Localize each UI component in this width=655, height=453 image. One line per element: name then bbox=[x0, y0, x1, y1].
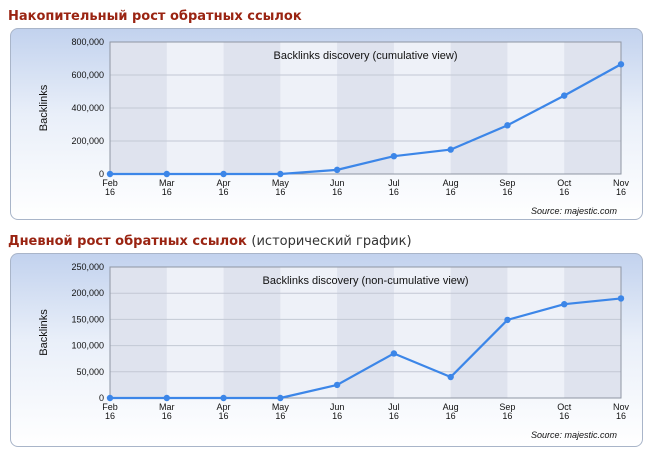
plot-band bbox=[337, 267, 394, 398]
x-tick-label: Jul bbox=[388, 402, 400, 412]
heading-cumulative-text: Накопительный рост обратных ссылок bbox=[8, 9, 302, 24]
plot-border bbox=[109, 41, 622, 175]
x-tick-label: 16 bbox=[559, 187, 569, 197]
x-tick-label: Feb bbox=[102, 402, 118, 412]
data-point bbox=[163, 170, 170, 178]
x-tick-label: Jul bbox=[388, 178, 400, 188]
x-tick-label: 16 bbox=[219, 187, 229, 197]
x-tick-label: 16 bbox=[502, 187, 512, 197]
x-tick-label: Oct bbox=[557, 178, 572, 188]
chart-panel-daily: 0 50,000 100,000 150,000 200,000 250,000 Backl… bbox=[10, 253, 643, 447]
x-tick-label: May bbox=[272, 402, 290, 412]
series-line bbox=[110, 297, 622, 400]
x-tick-label: 16 bbox=[389, 187, 399, 197]
chart-panel-cumulative: 0 200,000 400,000 600,000 800,000 Backlinks d… bbox=[10, 28, 643, 220]
data-point bbox=[504, 122, 511, 129]
y-tick-label: 250,000 bbox=[71, 262, 104, 272]
data-point bbox=[617, 295, 625, 302]
heading-daily-text: Дневной рост обратных ссылок bbox=[8, 234, 247, 249]
x-tick-label: Aug bbox=[443, 178, 459, 188]
x-tick-label: 16 bbox=[275, 187, 285, 197]
x-tick-label: 16 bbox=[219, 411, 229, 421]
x-tick-label: Oct bbox=[557, 402, 572, 412]
chart-title: Backlinks discovery (non-cumulative view… bbox=[262, 275, 468, 287]
data-point bbox=[390, 152, 398, 160]
data-point bbox=[220, 170, 227, 178]
y-tick-label: 600,000 bbox=[71, 70, 104, 80]
x-tick-label: Apr bbox=[217, 178, 231, 188]
y-tick-label: 200,000 bbox=[71, 288, 104, 298]
y-tick-label: 200,000 bbox=[71, 136, 104, 146]
plot-border bbox=[109, 266, 622, 399]
x-tick-label: May bbox=[272, 178, 290, 188]
data-point bbox=[561, 301, 568, 308]
series-line bbox=[110, 63, 622, 176]
x-tick-label: 16 bbox=[105, 411, 115, 421]
x-tick-label: 16 bbox=[332, 187, 342, 197]
data-point bbox=[106, 170, 114, 178]
plot-band bbox=[564, 267, 621, 398]
x-tick-label: Sep bbox=[499, 402, 515, 412]
data-point bbox=[163, 394, 170, 402]
source-label: Source: majestic.com bbox=[531, 206, 618, 216]
data-point bbox=[333, 381, 341, 389]
x-tick-label: 16 bbox=[616, 187, 626, 197]
x-tick-label: Mar bbox=[159, 402, 175, 412]
x-tick-label: 16 bbox=[559, 411, 569, 421]
data-point bbox=[390, 350, 398, 357]
y-tick-label: 800,000 bbox=[71, 37, 104, 47]
data-point bbox=[106, 394, 114, 402]
heading-daily-sub: (исторический график) bbox=[251, 234, 412, 249]
x-tick-label: Apr bbox=[217, 402, 231, 412]
x-tick-label: Sep bbox=[499, 178, 515, 188]
data-point bbox=[617, 61, 625, 68]
data-point bbox=[447, 146, 454, 153]
plot-band bbox=[450, 267, 508, 398]
y-tick-label: 150,000 bbox=[71, 314, 104, 324]
y-axis-label: Backlinks bbox=[38, 84, 50, 131]
data-point bbox=[561, 92, 568, 99]
x-tick-label: 16 bbox=[446, 187, 456, 197]
x-tick-label: Mar bbox=[159, 178, 175, 188]
y-tick-label: 100,000 bbox=[71, 341, 104, 351]
x-tick-label: Jun bbox=[330, 178, 345, 188]
data-point bbox=[447, 373, 454, 381]
y-tick-label: 400,000 bbox=[71, 103, 104, 113]
plot-band bbox=[223, 267, 281, 398]
plot-band bbox=[110, 267, 167, 398]
x-tick-label: Aug bbox=[443, 402, 459, 412]
source-label: Source: majestic.com bbox=[531, 430, 618, 440]
heading-cumulative: Накопительный рост обратных ссылок bbox=[8, 9, 302, 24]
x-tick-label: 16 bbox=[502, 411, 512, 421]
chart-cumulative: 0 200,000 400,000 600,000 800,000 Backlinks d… bbox=[38, 37, 630, 216]
x-tick-label: 16 bbox=[162, 411, 172, 421]
y-tick-label: 50,000 bbox=[76, 367, 104, 377]
y-axis-label: Backlinks bbox=[38, 309, 50, 356]
x-tick-label: 16 bbox=[105, 187, 115, 197]
x-tick-label: Nov bbox=[613, 178, 630, 188]
x-tick-label: Jun bbox=[330, 402, 345, 412]
x-tick-label: 16 bbox=[332, 411, 342, 421]
chart-daily: 0 50,000 100,000 150,000 200,000 250,000 Backl… bbox=[38, 262, 630, 440]
heading-daily: Дневной рост обратных ссылок (историческ… bbox=[8, 234, 412, 249]
data-point bbox=[277, 394, 284, 402]
x-tick-label: 16 bbox=[162, 187, 172, 197]
data-point bbox=[220, 394, 227, 402]
x-tick-label: Feb bbox=[102, 178, 118, 188]
y-tick-label: 0 bbox=[99, 169, 104, 179]
data-point bbox=[333, 166, 341, 174]
x-tick-label: 16 bbox=[275, 411, 285, 421]
x-tick-label: 16 bbox=[616, 411, 626, 421]
y-tick-label: 0 bbox=[99, 393, 104, 403]
chart-title: Backlinks discovery (cumulative view) bbox=[274, 50, 458, 62]
x-tick-label: 16 bbox=[389, 411, 399, 421]
data-point bbox=[277, 170, 284, 178]
data-point bbox=[504, 316, 511, 324]
x-tick-label: 16 bbox=[446, 411, 456, 421]
x-tick-label: Nov bbox=[613, 402, 630, 412]
